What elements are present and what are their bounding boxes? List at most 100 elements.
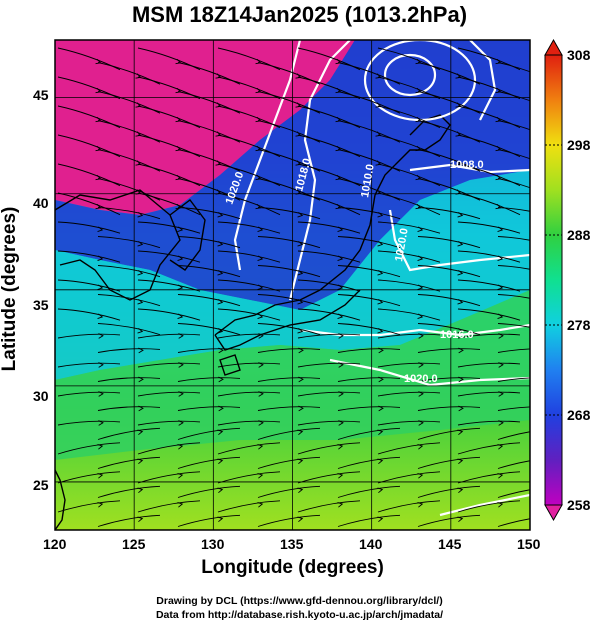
streamline (97, 323, 161, 336)
streamline (297, 391, 361, 397)
wind-arrow (417, 313, 424, 319)
streamline (97, 485, 161, 498)
streamline (137, 362, 201, 368)
streamline (297, 250, 361, 263)
streamline (97, 456, 161, 469)
y-axis-title: Latitude (degrees) (0, 206, 20, 372)
streamline (217, 420, 281, 426)
wind-arrow (298, 405, 304, 412)
wind-arrow (457, 458, 464, 465)
wind-arrow (97, 502, 104, 508)
streamline (417, 456, 481, 469)
wind-arrow (257, 313, 264, 319)
wind-arrow (297, 458, 304, 465)
streamline (297, 471, 361, 484)
x-tick-label: 125 (122, 536, 146, 552)
wind-arrow (457, 240, 464, 247)
wind-arrow (137, 298, 144, 305)
wind-arrow (258, 420, 264, 426)
wind-arrow (498, 420, 504, 426)
wind-arrow (297, 240, 304, 247)
wind-arrow (497, 313, 504, 319)
wind-arrow (497, 226, 504, 232)
streamline (337, 427, 401, 440)
streamline (137, 500, 201, 513)
wind-arrow (217, 240, 224, 247)
streamline (297, 221, 361, 234)
x-tick-label: 135 (280, 536, 304, 552)
streamline (377, 250, 441, 263)
streamline (417, 485, 481, 498)
streamline (337, 485, 401, 498)
isobar-label: 1020.0 (404, 373, 438, 385)
wind-arrow (538, 328, 543, 333)
wind-arrow (217, 458, 224, 465)
wind-arrow (377, 240, 384, 247)
streamline (457, 308, 521, 321)
streamline (457, 362, 521, 368)
wind-arrow (137, 487, 144, 494)
wind-arrow (337, 473, 344, 479)
wind-arrow (178, 420, 184, 426)
streamline (177, 427, 241, 440)
wind-arrow (97, 444, 104, 450)
wind-arrow (377, 211, 384, 218)
wind-arrow (377, 458, 384, 465)
streamline (57, 250, 121, 263)
wind-arrow (417, 226, 424, 232)
wind-arrow (257, 473, 264, 479)
streamline (217, 250, 281, 263)
wind-arrow (417, 502, 424, 508)
streamline (257, 406, 321, 411)
streamline (417, 348, 481, 353)
wind-arrow (97, 313, 104, 319)
streamline (177, 348, 241, 353)
cold-air-region (55, 40, 355, 215)
wind-arrow (337, 255, 344, 261)
streamline (217, 362, 281, 368)
streamline (177, 514, 241, 527)
streamline (177, 406, 241, 411)
streamline (217, 333, 281, 339)
streamline (177, 485, 241, 498)
wind-arrow (98, 333, 104, 339)
wind-arrow (178, 391, 184, 397)
wind-arrow (338, 391, 344, 397)
streamline (337, 348, 401, 353)
streamline (137, 420, 201, 426)
streamline (377, 308, 441, 321)
chart-title: MSM 18Z14Jan2025 (1013.2hPa) (131, 2, 468, 27)
streamline (137, 333, 201, 339)
streamline (257, 485, 321, 498)
x-tick-label: 140 (359, 536, 383, 552)
wind-arrow (418, 420, 424, 426)
streamline (217, 221, 281, 234)
streamline (497, 489, 530, 498)
wind-arrow (378, 405, 384, 412)
streamline (217, 442, 281, 455)
wind-arrow (297, 269, 304, 276)
wind-arrow (417, 473, 424, 479)
wind-arrow (138, 347, 144, 354)
streamline (497, 348, 530, 353)
wind-arrow (298, 376, 304, 383)
wind-arrow (497, 284, 504, 290)
wind-arrow (538, 348, 543, 353)
wind-arrow (137, 240, 144, 247)
wind-arrow (138, 405, 144, 412)
streamline (297, 308, 361, 321)
wind-arrow (177, 473, 184, 479)
wind-arrow (178, 362, 184, 368)
wind-arrow (297, 487, 304, 494)
streamline (177, 323, 241, 336)
streamline (217, 500, 281, 513)
isobars (233, 40, 530, 517)
colorbar-ticks (545, 54, 562, 506)
wind-arrow (137, 327, 144, 334)
streamline (337, 207, 401, 220)
mid-air-band (55, 170, 530, 380)
wind-arrow (536, 132, 541, 137)
wind-arrow (137, 458, 144, 465)
x-tick-label: 150 (517, 536, 541, 552)
streamline (137, 250, 201, 263)
